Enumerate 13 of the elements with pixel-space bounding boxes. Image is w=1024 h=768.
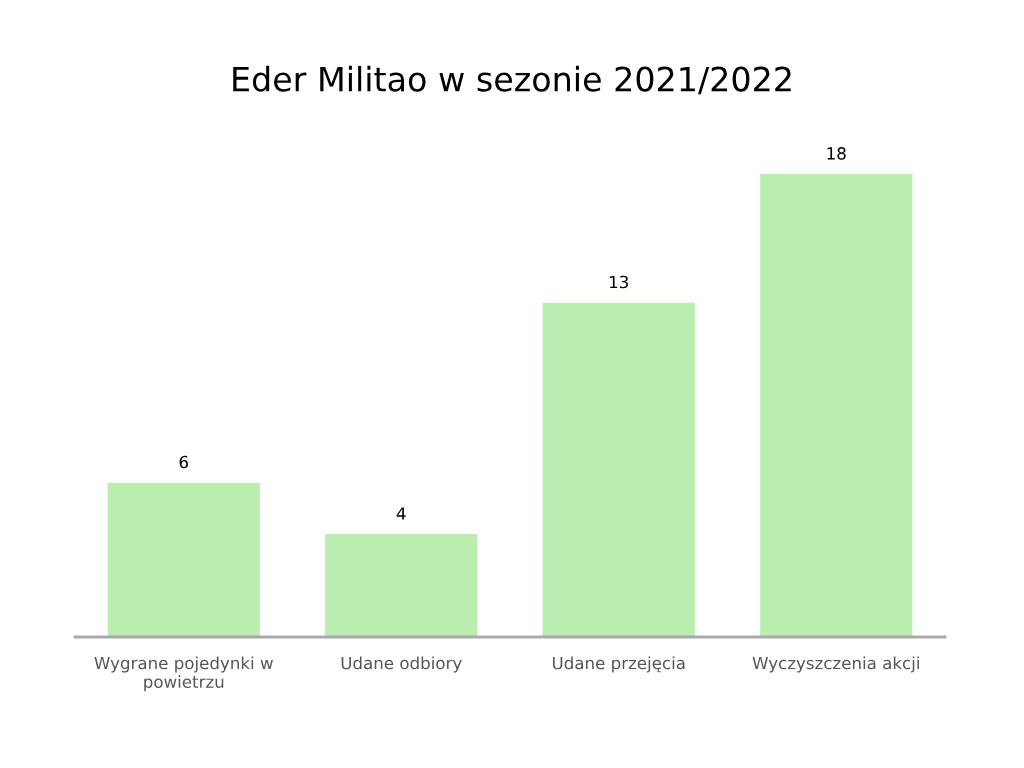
data-label: 4 (396, 507, 406, 520)
data-label: 13 (609, 275, 629, 289)
bar (542, 302, 695, 637)
bar (760, 174, 913, 637)
bar (325, 534, 478, 637)
x-tick-label: Udane odbiory (341, 656, 462, 673)
chart-title: Eder Militao w sezonie 2021/2022 (233, 65, 791, 95)
bar (107, 482, 260, 637)
x-tick-label: Wygrane pojedynki w powietrzu (94, 656, 273, 692)
data-label: 18 (827, 147, 846, 160)
data-label: 6 (179, 455, 188, 469)
x-tick-label: Wyczyszczenia akcji (752, 656, 919, 673)
x-tick-label: Udane przejęcia (552, 656, 685, 673)
